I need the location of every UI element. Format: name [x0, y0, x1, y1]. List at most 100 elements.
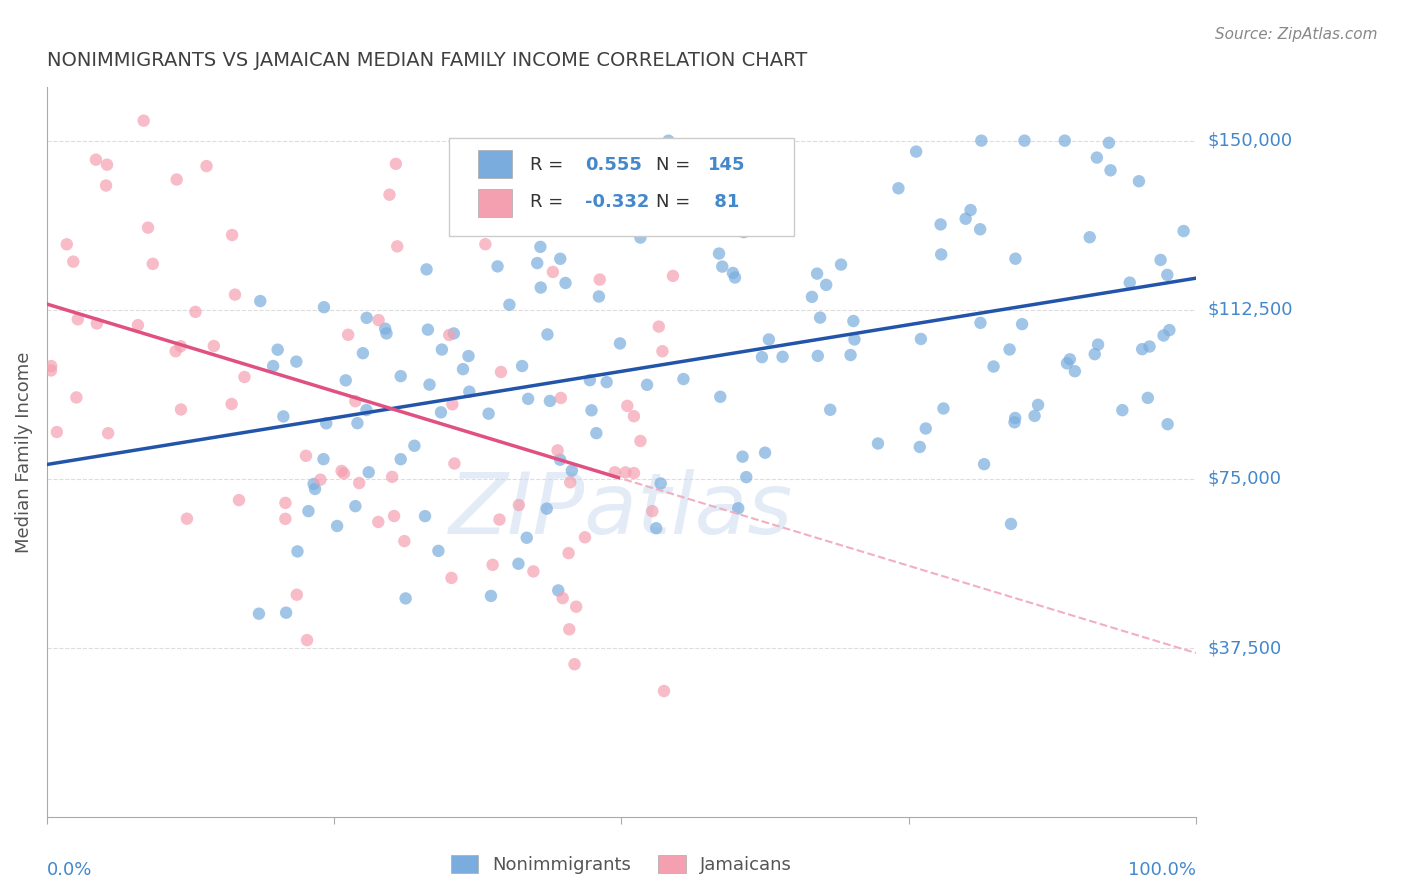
Point — [754, 446, 776, 460]
Point — [550, 391, 572, 405]
Text: NONIMMIGRANTS VS JAMAICAN MEDIAN FAMILY INCOME CORRELATION CHART: NONIMMIGRANTS VS JAMAICAN MEDIAN FAMILY … — [46, 51, 807, 70]
Point — [645, 222, 668, 236]
Point — [1098, 136, 1121, 150]
Point — [249, 294, 271, 309]
Point — [508, 498, 530, 512]
Point — [547, 583, 569, 598]
Point — [387, 239, 409, 253]
Point — [418, 377, 440, 392]
Text: -0.332: -0.332 — [585, 193, 650, 211]
Point — [346, 416, 368, 430]
Text: $150,000: $150,000 — [1208, 132, 1292, 150]
Point — [202, 339, 225, 353]
Point — [357, 465, 380, 479]
Point — [55, 237, 77, 252]
Point — [457, 349, 479, 363]
Point — [724, 270, 747, 285]
Point — [526, 256, 548, 270]
Point — [709, 390, 731, 404]
Point — [1156, 417, 1178, 432]
Point — [839, 348, 862, 362]
Point — [347, 475, 370, 490]
Point — [959, 203, 981, 218]
Point — [1078, 230, 1101, 244]
Point — [458, 384, 481, 399]
Point — [66, 312, 89, 326]
Point — [588, 289, 610, 303]
Point — [623, 466, 645, 480]
Point — [488, 512, 510, 526]
Point — [221, 397, 243, 411]
Point — [184, 305, 207, 319]
Point — [758, 333, 780, 347]
Point — [1059, 352, 1081, 367]
Point — [807, 349, 830, 363]
Point — [557, 546, 579, 560]
Text: 81: 81 — [707, 193, 740, 211]
Point — [630, 434, 652, 448]
Point — [443, 457, 465, 471]
Point — [603, 465, 626, 479]
Point — [970, 134, 993, 148]
Point — [973, 457, 995, 471]
Point — [727, 501, 749, 516]
Point — [1119, 276, 1142, 290]
Point — [815, 277, 838, 292]
Point — [352, 346, 374, 360]
Point — [905, 145, 928, 159]
Point — [1004, 252, 1026, 266]
Point — [416, 323, 439, 337]
Point — [733, 225, 755, 239]
Point — [955, 211, 977, 226]
Legend: Nonimmigrants, Jamaicans: Nonimmigrants, Jamaicans — [444, 847, 799, 881]
Point — [998, 343, 1021, 357]
Point — [969, 316, 991, 330]
Text: R =: R = — [530, 193, 562, 211]
Point — [547, 443, 569, 458]
Point — [645, 521, 668, 535]
Point — [440, 571, 463, 585]
Point — [641, 504, 664, 518]
Point — [367, 515, 389, 529]
Point — [430, 343, 453, 357]
Point — [517, 208, 540, 222]
Point — [132, 113, 155, 128]
Point — [142, 257, 165, 271]
Point — [62, 254, 84, 268]
Point — [478, 407, 501, 421]
Point — [344, 394, 367, 409]
Text: ZIPatlas: ZIPatlas — [450, 469, 793, 552]
Point — [1000, 516, 1022, 531]
Point — [623, 409, 645, 424]
Point — [800, 290, 823, 304]
Point — [536, 327, 558, 342]
Point — [1014, 134, 1036, 148]
Text: 0.0%: 0.0% — [46, 861, 93, 880]
Point — [751, 350, 773, 364]
Point — [707, 246, 730, 260]
Point — [165, 344, 187, 359]
Point — [1024, 409, 1046, 423]
Point — [529, 240, 551, 254]
Point — [274, 512, 297, 526]
Point — [536, 501, 558, 516]
Point — [543, 220, 565, 235]
Point — [94, 178, 117, 193]
Point — [166, 172, 188, 186]
Point — [551, 591, 574, 606]
Point — [1149, 252, 1171, 267]
Point — [285, 354, 308, 368]
Point — [273, 409, 295, 424]
FancyBboxPatch shape — [478, 150, 512, 178]
Point — [170, 402, 193, 417]
Text: $37,500: $37,500 — [1208, 640, 1281, 657]
Point — [382, 509, 405, 524]
Point — [581, 403, 603, 417]
Point — [381, 470, 404, 484]
Y-axis label: Median Family Income: Median Family Income — [15, 351, 32, 553]
Point — [628, 230, 651, 244]
Point — [589, 272, 612, 286]
Point — [337, 327, 360, 342]
Point — [914, 421, 936, 435]
Point — [1111, 403, 1133, 417]
